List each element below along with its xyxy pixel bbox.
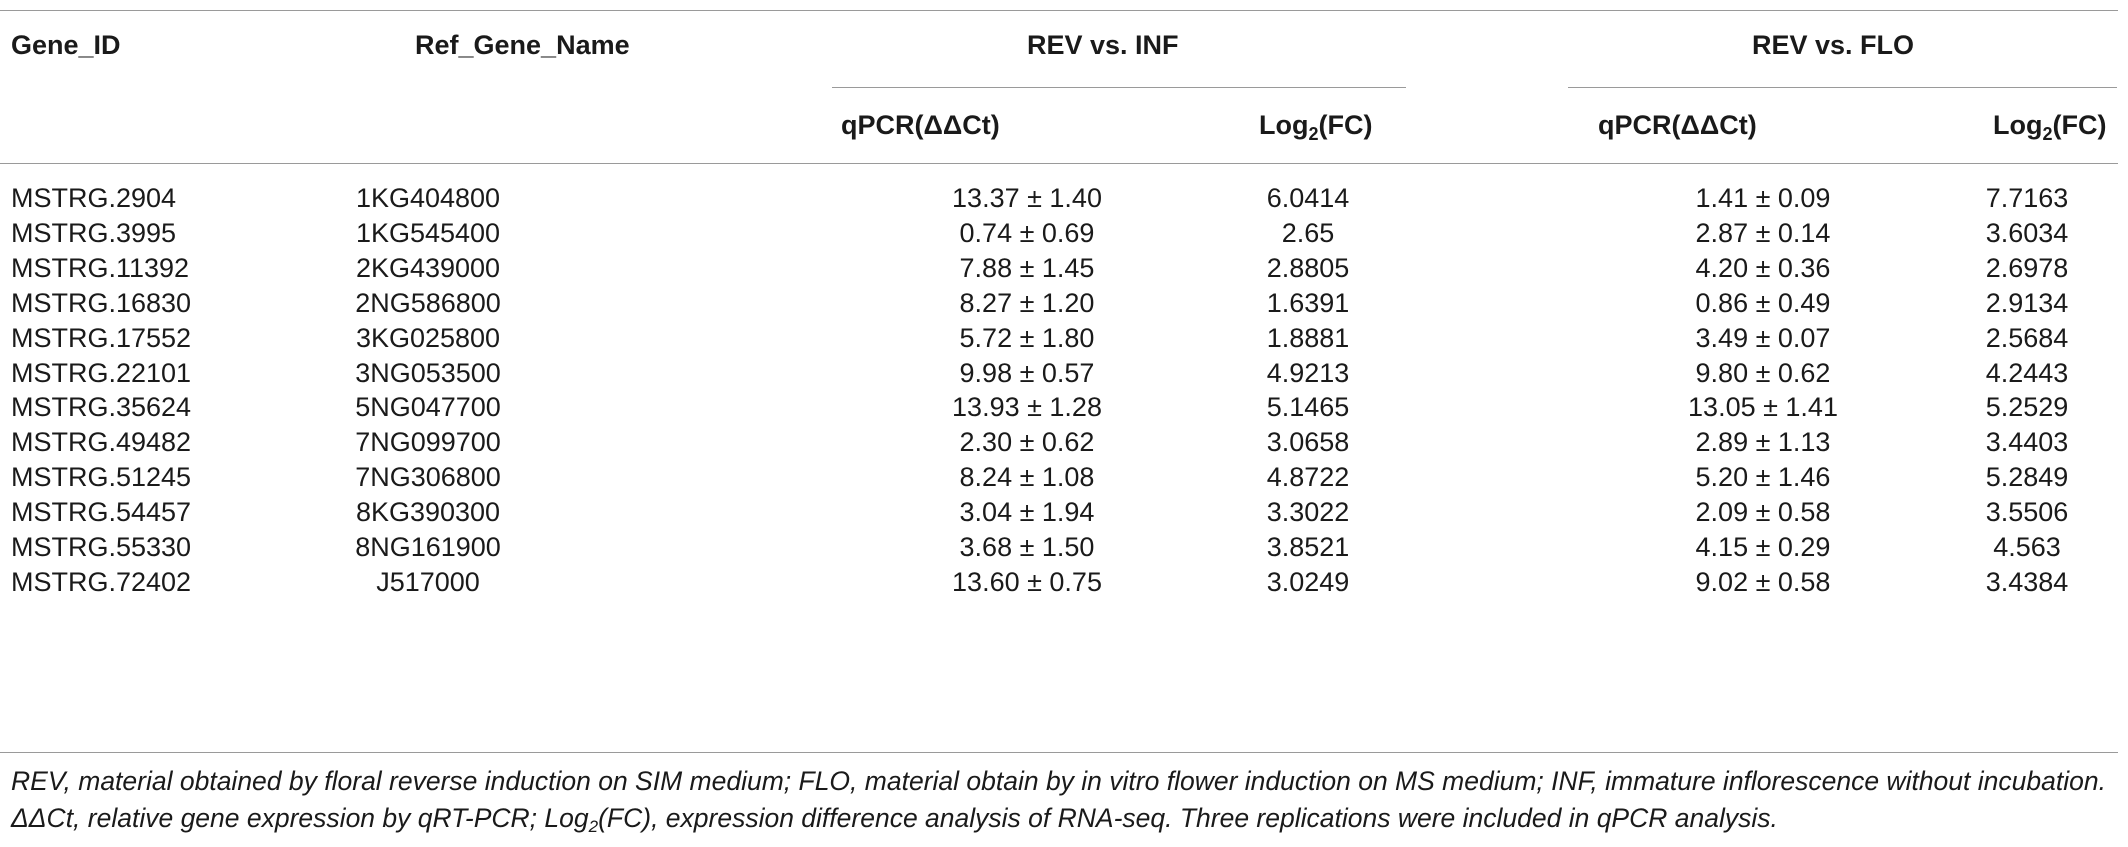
- cell-qpcr-inf: 13.37 ± 1.40: [952, 183, 1102, 213]
- cell-qpcr-inf: 2.30 ± 0.62: [959, 427, 1095, 458]
- cell-gene-id: MSTRG.55330: [11, 532, 192, 562]
- cell-log2fc-inf: 3.3022: [1266, 497, 1350, 528]
- cell-ref-gene-name: 2NG586800: [355, 287, 501, 318]
- header-group-rev-vs-inf: REV vs. INF: [1027, 30, 1179, 60]
- cell-log2fc-inf: 3.0658: [1266, 427, 1350, 458]
- cell-gene-id: MSTRG.16830: [11, 287, 192, 318]
- table-bottom-rule: [0, 752, 2118, 753]
- cell-log2fc-flo: 3.5506: [1985, 497, 2069, 528]
- header-gene-id: Gene_ID: [11, 30, 121, 60]
- cell-log2fc-inf: 3.0249: [1266, 566, 1350, 597]
- header-qpcr-inf: qPCR(ΔΔCt): [841, 110, 1000, 140]
- table-top-rule: [0, 10, 2118, 11]
- cell-gene-id: MSTRG.51245: [11, 462, 192, 493]
- header-qpcr-flo: qPCR(ΔΔCt): [1598, 110, 1757, 140]
- cell-qpcr-flo: 13.05 ± 1.41: [1688, 392, 1838, 423]
- cell-log2fc-inf: 1.8881: [1266, 322, 1350, 353]
- cell-gene-id: MSTRG.54457: [11, 497, 192, 528]
- cell-log2fc-inf: 2.65: [1281, 217, 1335, 248]
- cell-log2fc-flo: 7.7163: [1985, 183, 2069, 213]
- cell-ref-gene-name: 1KG404800: [355, 183, 501, 213]
- cell-qpcr-flo: 4.20 ± 0.36: [1695, 252, 1831, 283]
- cell-log2fc-flo: 2.6978: [1985, 252, 2069, 283]
- cell-qpcr-flo: 3.49 ± 0.07: [1695, 322, 1831, 353]
- cell-log2fc-flo: 5.2529: [1985, 392, 2069, 423]
- cell-qpcr-inf: 13.60 ± 0.75: [952, 566, 1102, 597]
- cell-gene-id: MSTRG.72402: [11, 566, 192, 597]
- cell-gene-id: MSTRG.11392: [11, 252, 190, 283]
- cell-ref-gene-name: 1KG545400: [355, 217, 501, 248]
- cell-ref-gene-name: 7NG306800: [355, 462, 501, 493]
- cell-log2fc-flo: 4.2443: [1985, 357, 2069, 388]
- cell-log2fc-flo: 2.5684: [1985, 322, 2069, 353]
- header-bottom-rule: [0, 163, 2118, 164]
- cell-qpcr-inf: 5.72 ± 1.80: [959, 322, 1095, 353]
- cell-log2fc-inf: 6.0414: [1266, 183, 1350, 213]
- header-log2fc-inf: Log2(FC): [1259, 110, 1373, 144]
- cell-log2fc-inf: 4.9213: [1266, 357, 1350, 388]
- group-rule-rev-vs-flo: [1568, 87, 2117, 88]
- cell-qpcr-flo: 9.80 ± 0.62: [1695, 357, 1831, 388]
- cell-ref-gene-name: 5NG047700: [355, 392, 501, 423]
- cell-ref-gene-name: 7NG099700: [355, 427, 501, 458]
- cell-log2fc-inf: 1.6391: [1266, 287, 1350, 318]
- cell-gene-id: MSTRG.17552: [11, 322, 192, 353]
- cell-qpcr-inf: 3.68 ± 1.50: [959, 532, 1095, 562]
- group-rule-rev-vs-inf: [832, 87, 1406, 88]
- cell-qpcr-flo: 9.02 ± 0.58: [1695, 566, 1831, 597]
- cell-log2fc-flo: 3.6034: [1985, 217, 2069, 248]
- cell-ref-gene-name: 3KG025800: [355, 322, 501, 353]
- cell-gene-id: MSTRG.35624: [11, 392, 192, 423]
- cell-qpcr-flo: 4.15 ± 0.29: [1695, 532, 1831, 562]
- cell-log2fc-flo: 2.9134: [1985, 287, 2069, 318]
- cell-qpcr-flo: 0.86 ± 0.49: [1695, 287, 1831, 318]
- table-footnote: REV, material obtained by floral reverse…: [11, 766, 2106, 836]
- cell-qpcr-inf: 8.24 ± 1.08: [959, 462, 1095, 493]
- cell-ref-gene-name: 8NG161900: [355, 532, 501, 562]
- cell-qpcr-inf: 13.93 ± 1.28: [952, 392, 1102, 423]
- cell-log2fc-inf: 5.1465: [1266, 392, 1350, 423]
- cell-qpcr-inf: 7.88 ± 1.45: [959, 252, 1095, 283]
- cell-ref-gene-name: J517000: [376, 566, 480, 597]
- cell-gene-id: MSTRG.22101: [11, 357, 192, 388]
- cell-ref-gene-name: 3NG053500: [355, 357, 501, 388]
- cell-ref-gene-name: 2KG439000: [355, 252, 501, 283]
- cell-log2fc-flo: 5.2849: [1985, 462, 2069, 493]
- cell-qpcr-flo: 2.89 ± 1.13: [1695, 427, 1831, 458]
- cell-qpcr-inf: 0.74 ± 0.69: [959, 217, 1095, 248]
- cell-qpcr-flo: 5.20 ± 1.46: [1695, 462, 1831, 493]
- cell-gene-id: MSTRG.3995: [11, 217, 177, 248]
- header-ref-gene-name: Ref_Gene_Name: [415, 30, 630, 60]
- header-log2fc-flo: Log2(FC): [1993, 110, 2107, 144]
- header-group-rev-vs-flo: REV vs. FLO: [1752, 30, 1915, 60]
- cell-gene-id: MSTRG.49482: [11, 427, 192, 458]
- cell-log2fc-inf: 2.8805: [1266, 252, 1350, 283]
- cell-ref-gene-name: 8KG390300: [355, 497, 501, 528]
- cell-qpcr-inf: 8.27 ± 1.20: [959, 287, 1095, 318]
- cell-log2fc-flo: 3.4403: [1985, 427, 2069, 458]
- cell-log2fc-inf: 4.8722: [1266, 462, 1350, 493]
- cell-qpcr-inf: 3.04 ± 1.94: [959, 497, 1095, 528]
- cell-qpcr-flo: 1.41 ± 0.09: [1695, 183, 1831, 213]
- cell-log2fc-inf: 3.8521: [1266, 532, 1350, 562]
- cell-log2fc-flo: 3.4384: [1985, 566, 2069, 597]
- cell-qpcr-inf: 9.98 ± 0.57: [959, 357, 1095, 388]
- cell-gene-id: MSTRG.2904: [11, 183, 177, 213]
- cell-qpcr-flo: 2.09 ± 0.58: [1695, 497, 1831, 528]
- cell-qpcr-flo: 2.87 ± 0.14: [1695, 217, 1831, 248]
- cell-log2fc-flo: 4.563: [1993, 532, 2061, 562]
